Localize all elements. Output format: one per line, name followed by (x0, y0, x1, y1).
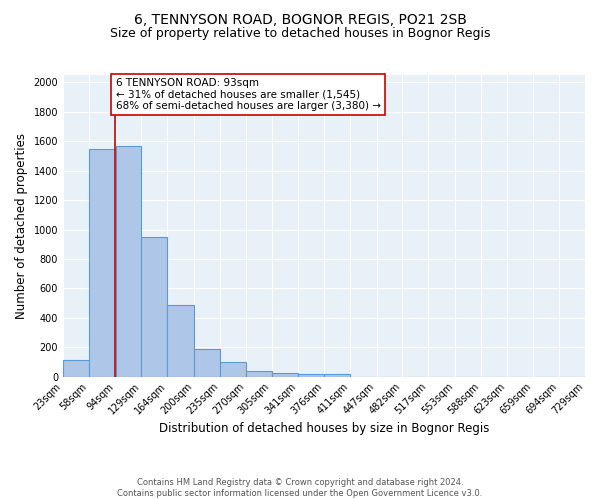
Bar (63, 360, 89, 376)
Bar (167, 304, 194, 376)
Bar (142, 237, 167, 376)
Text: Size of property relative to detached houses in Bognor Regis: Size of property relative to detached ho… (110, 28, 490, 40)
Bar (220, 362, 245, 376)
Bar (298, 374, 324, 376)
Bar (89, 150, 116, 376)
Bar (194, 350, 220, 376)
Text: Contains HM Land Registry data © Crown copyright and database right 2024.
Contai: Contains HM Land Registry data © Crown c… (118, 478, 482, 498)
Bar (324, 374, 350, 376)
Bar (245, 371, 272, 376)
Y-axis label: Number of detached properties: Number of detached properties (15, 133, 28, 319)
X-axis label: Distribution of detached houses by size in Bognor Regis: Distribution of detached houses by size … (159, 422, 489, 435)
Text: 6 TENNYSON ROAD: 93sqm
← 31% of detached houses are smaller (1,545)
68% of semi-: 6 TENNYSON ROAD: 93sqm ← 31% of detached… (116, 78, 380, 111)
Bar (272, 373, 298, 376)
Bar (116, 146, 142, 376)
Text: 6, TENNYSON ROAD, BOGNOR REGIS, PO21 2SB: 6, TENNYSON ROAD, BOGNOR REGIS, PO21 2SB (134, 12, 466, 26)
